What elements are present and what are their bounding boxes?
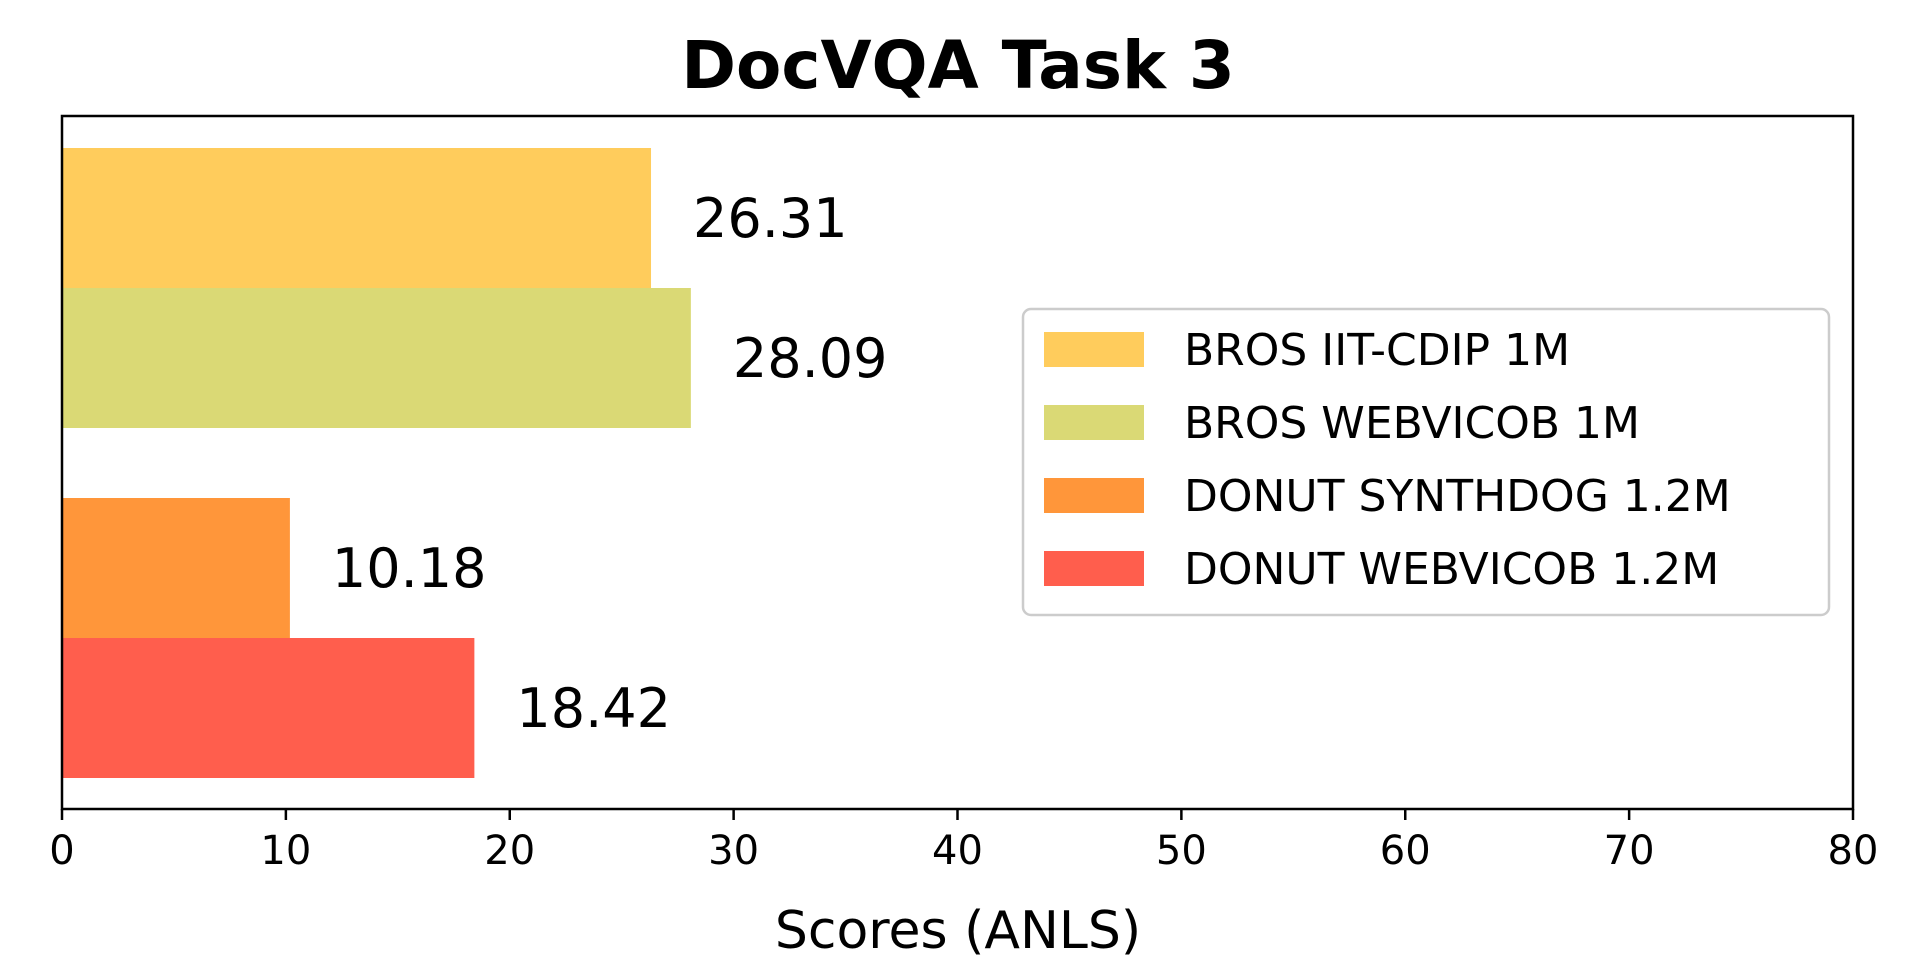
chart-title: DocVQA Task 3 <box>681 27 1235 104</box>
legend-label-bros-iit-cdip-1m: BROS IIT-CDIP 1M <box>1184 325 1570 376</box>
legend-label-donut-synthdog-1-2m: DONUT SYNTHDOG 1.2M <box>1184 471 1731 522</box>
bar-bros-iit-cdip-1m <box>62 148 652 288</box>
x-tick-label: 0 <box>49 828 74 874</box>
x-tick-label: 50 <box>1156 828 1207 874</box>
value-labels-layer: 26.31 28.09 10.18 18.42 <box>332 187 888 740</box>
legend-entries: BROS IIT-CDIP 1M BROS WEBVICOB 1M DONUT SY… <box>1044 325 1731 595</box>
x-tick-label: 40 <box>932 828 983 874</box>
legend-swatch-bros-iit-cdip-1m <box>1044 332 1144 367</box>
x-tick-label: 60 <box>1380 828 1431 874</box>
legend-frame <box>1021 307 1831 617</box>
legend-label-donut-webvicob-1-2m: DONUT WEBVICOB 1.2M <box>1184 544 1719 595</box>
bar-donut-synthdog-1-2m <box>62 498 290 638</box>
x-tick-label: 70 <box>1604 828 1655 874</box>
legend-swatch-donut-synthdog-1-2m <box>1044 478 1144 513</box>
bar-donut-webvicob-1-2m <box>62 638 475 778</box>
bar-value-label-bros-webvicob-1m: 28.09 <box>733 327 888 390</box>
bar-bros-webvicob-1m <box>62 288 691 428</box>
bar-value-label-donut-synthdog-1-2m: 10.18 <box>332 537 487 600</box>
legend: BROS IIT-CDIP 1M BROS WEBVICOB 1M DONUT SY… <box>1021 307 1831 617</box>
legend-label-bros-webvicob-1m: BROS WEBVICOB 1M <box>1184 398 1640 449</box>
x-tick-label: 30 <box>708 828 759 874</box>
x-tick-label: 10 <box>260 828 311 874</box>
bar-value-label-donut-webvicob-1-2m: 18.42 <box>516 677 671 740</box>
x-tick-label: 80 <box>1828 828 1879 874</box>
bar-value-label-bros-iit-cdip-1m: 26.31 <box>693 187 848 250</box>
x-axis: 0 10 20 30 40 50 60 70 80 <box>49 809 1878 874</box>
x-tick-label: 20 <box>484 828 535 874</box>
legend-swatch-bros-webvicob-1m <box>1044 405 1144 440</box>
bars-layer <box>62 148 691 778</box>
x-axis-label: Scores (ANLS) <box>775 901 1141 961</box>
legend-swatch-donut-webvicob-1-2m <box>1044 551 1144 586</box>
